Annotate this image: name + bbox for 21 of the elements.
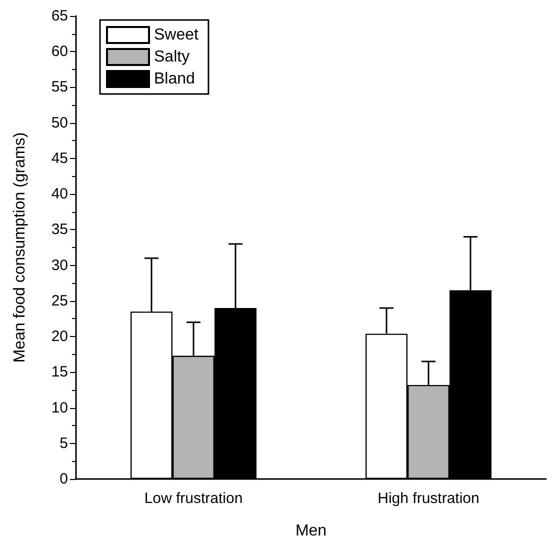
y-tick-label: 25 [51, 292, 68, 310]
x-tick-label: High frustration [378, 490, 480, 507]
y-tick-label: 10 [51, 399, 68, 416]
y-tick-label: 0 [60, 470, 68, 488]
legend-label: Sweet [154, 26, 200, 44]
legend-label: Salty [154, 48, 190, 66]
y-tick-label: 35 [51, 221, 68, 238]
y-tick-label: 30 [51, 256, 68, 274]
y-tick-label: 40 [51, 186, 68, 203]
x-axis-title: Men [295, 522, 327, 540]
x-tick-label: Low frustration [144, 490, 243, 507]
y-tick-label: 65 [51, 8, 68, 24]
y-tick-label: 45 [51, 150, 68, 167]
y-tick-label: 20 [51, 328, 68, 346]
legend-label: Bland [154, 70, 195, 88]
y-tick-label: 55 [51, 78, 68, 96]
y-tick-label: 5 [60, 434, 68, 452]
y-tick-label: 15 [51, 364, 68, 381]
y-axis-title: Mean food consumption (grams) [12, 132, 28, 363]
y-tick-label: 50 [51, 114, 68, 132]
y-tick-label: 60 [51, 43, 68, 60]
